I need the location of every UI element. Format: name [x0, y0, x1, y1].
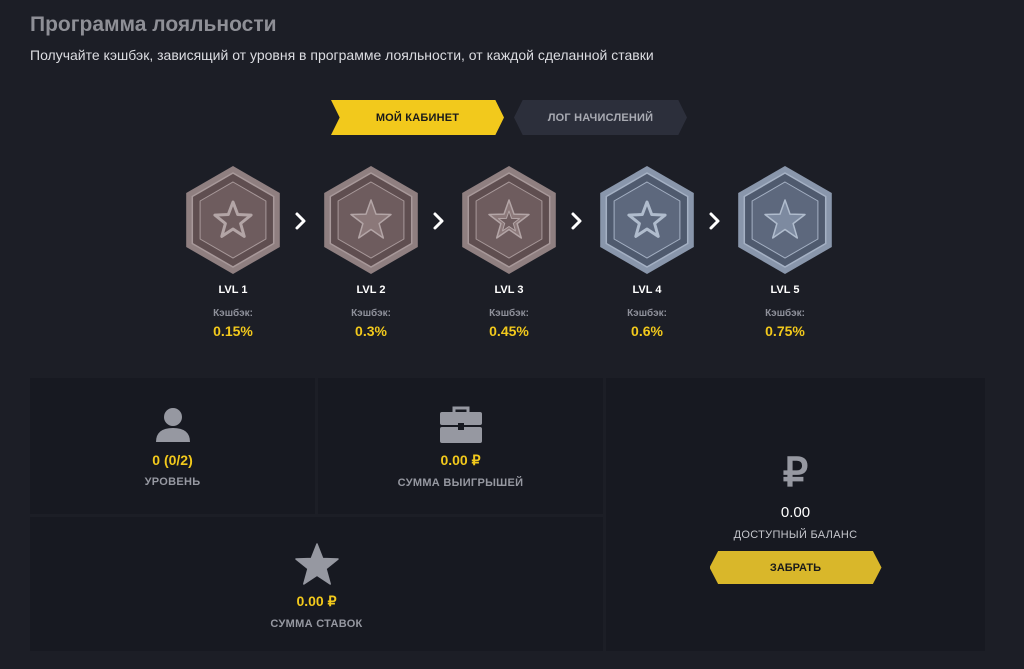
cashback-label: Кэшбэк: — [627, 308, 667, 319]
cashback-label: Кэшбэк: — [351, 308, 391, 319]
badge-star-icon — [213, 200, 253, 238]
user-icon — [155, 408, 190, 442]
cashback-value: 0.75% — [765, 323, 805, 339]
star-icon — [294, 543, 339, 585]
level-card: LVL 2 Кэшбэк: 0.3% — [316, 164, 426, 339]
level-label: УРОВЕНЬ — [144, 476, 201, 488]
badge-star-icon — [627, 200, 667, 238]
level-name: LVL 5 — [770, 284, 800, 296]
level-card: LVL 1 Кэшбэк: 0.15% — [178, 164, 288, 339]
cashback-label: Кэшбэк: — [213, 308, 253, 319]
chevron-right-icon — [709, 212, 720, 230]
badge-star-icon — [350, 199, 392, 239]
level-name: LVL 1 — [218, 284, 248, 296]
level-card: LVL 4 Кэшбэк: 0.6% — [592, 164, 702, 339]
briefcase-icon — [439, 406, 482, 443]
cashback-value: 0.3% — [355, 323, 387, 339]
cashback-value: 0.6% — [631, 323, 663, 339]
badge-star-icon — [764, 199, 806, 239]
cashback-value: 0.15% — [213, 323, 253, 339]
winnings-value: 0.00 ₽ — [440, 452, 481, 468]
winnings-label: СУММА ВЫИГРЫШЕЙ — [397, 477, 524, 489]
badge-inner-hex — [613, 181, 681, 259]
bronze-badge-icon — [462, 166, 556, 274]
tab-accrual-log[interactable]: ЛОГ НАЧИСЛЕНИЙ — [514, 100, 687, 135]
level-card: LVL 5 Кэшбэк: 0.75% — [730, 164, 840, 339]
bets-panel: 0.00 ₽ СУММА СТАВОК — [30, 517, 603, 651]
level-name: LVL 2 — [356, 284, 386, 296]
silver-badge-icon — [600, 166, 694, 274]
level-track: LVL 1 Кэшбэк: 0.15% LVL 2 Кэшбэк: 0.3% L… — [0, 164, 1024, 344]
bets-value: 0.00 ₽ — [296, 593, 337, 609]
level-value: 0 (0/2) — [152, 452, 193, 468]
claim-button[interactable]: ЗАБРАТЬ — [709, 551, 882, 584]
page-subtitle: Получайте кэшбэк, зависящий от уровня в … — [30, 47, 654, 63]
balance-panel: ₽ 0.00 ДОСТУПНЫЙ БАЛАНС ЗАБРАТЬ — [606, 378, 985, 651]
level-panel: 0 (0/2) УРОВЕНЬ — [30, 378, 315, 514]
bets-label: СУММА СТАВОК — [270, 618, 363, 630]
bronze-badge-icon — [324, 166, 418, 274]
level-card: LVL 3 Кэшбэк: 0.45% — [454, 164, 564, 339]
silver-badge-icon — [738, 166, 832, 274]
page-title: Программа лояльности — [30, 13, 277, 36]
badge-inner-hex — [199, 181, 267, 259]
chevron-right-icon — [571, 212, 582, 230]
stats-area: 0 (0/2) УРОВЕНЬ 0.00 ₽ СУММА ВЫИГРЫШЕЙ 0… — [30, 378, 985, 651]
chevron-right-icon — [295, 212, 306, 230]
tab-my-cabinet[interactable]: МОЙ КАБИНЕТ — [331, 100, 504, 135]
winnings-panel: 0.00 ₽ СУММА ВЫИГРЫШЕЙ — [318, 378, 603, 514]
chevron-right-icon — [433, 212, 444, 230]
badge-inner-star-icon — [498, 210, 520, 232]
ruble-icon: ₽ — [782, 451, 809, 495]
balance-label: ДОСТУПНЫЙ БАЛАНС — [733, 529, 858, 541]
tab-bar: МОЙ КАБИНЕТ ЛОГ НАЧИСЛЕНИЙ — [331, 100, 687, 135]
cashback-label: Кэшбэк: — [765, 308, 805, 319]
level-name: LVL 4 — [632, 284, 662, 296]
bronze-badge-icon — [186, 166, 280, 274]
balance-value: 0.00 — [780, 504, 811, 521]
level-name: LVL 3 — [494, 284, 524, 296]
cashback-value: 0.45% — [489, 323, 529, 339]
cashback-label: Кэшбэк: — [489, 308, 529, 319]
